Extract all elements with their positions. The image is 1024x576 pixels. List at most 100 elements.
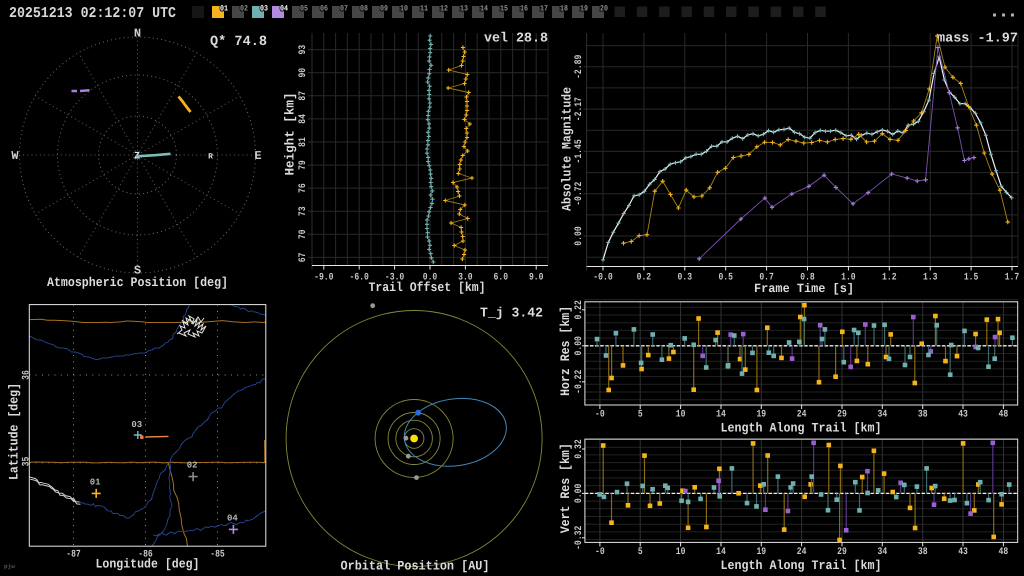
svg-text:90: 90 [298,68,309,78]
svg-text:mass -1.97: mass -1.97 [937,32,1018,47]
svg-text:02: 02 [240,5,248,14]
svg-text:0.8: 0.8 [800,273,815,284]
svg-text:6.0: 6.0 [494,273,509,284]
svg-text:0.7: 0.7 [759,273,774,284]
svg-text:19: 19 [756,410,766,421]
svg-text:-6.0: -6.0 [350,273,369,284]
svg-text:24: 24 [797,547,807,558]
svg-text:1.5: 1.5 [964,273,979,284]
svg-text:29: 29 [837,410,847,421]
svg-text:Q* 74.8: Q* 74.8 [210,34,267,50]
svg-text:43: 43 [958,410,968,421]
svg-text:01: 01 [220,5,228,14]
svg-text:19: 19 [580,5,588,14]
svg-text:Orbital Position [AU]: Orbital Position [AU] [341,559,490,574]
svg-text:01: 01 [90,477,101,487]
svg-text:24: 24 [797,410,807,421]
svg-text:17: 17 [540,5,548,14]
svg-text:1.3: 1.3 [923,273,938,284]
svg-text:5: 5 [638,410,643,421]
svg-text:14: 14 [716,410,726,421]
svg-text:34: 34 [878,547,888,558]
svg-text:14: 14 [480,5,488,14]
svg-text:R: R [208,153,213,162]
svg-text:20: 20 [600,5,608,14]
svg-text:10: 10 [400,5,408,14]
svg-text:35: 35 [22,457,33,467]
svg-text:-1.45: -1.45 [574,139,585,163]
svg-text:Length Along Trail [km]: Length Along Trail [km] [721,421,882,436]
svg-text:36: 36 [22,370,33,380]
svg-text:1.7: 1.7 [1005,273,1020,284]
svg-text:-0.22: -0.22 [574,370,585,394]
svg-text:20251213 02:12:07 UTC: 20251213 02:12:07 UTC [9,5,176,22]
svg-text:-0.32: -0.32 [574,526,585,550]
svg-text:Height [km]: Height [km] [283,93,298,176]
svg-text:1.0: 1.0 [841,273,856,284]
svg-text:48: 48 [999,410,1009,421]
svg-text:-0.0: -0.0 [593,273,612,284]
svg-text:-3.0: -3.0 [385,273,404,284]
svg-text:1.2: 1.2 [882,273,897,284]
svg-text:3.0: 3.0 [458,273,473,284]
svg-text:16: 16 [520,5,528,14]
svg-text:08: 08 [360,5,368,14]
svg-text:84: 84 [298,114,309,124]
svg-text:03: 03 [260,5,268,14]
svg-text:09: 09 [380,5,388,14]
svg-text:Vert Res [km]: Vert Res [km] [558,443,573,533]
svg-text:87: 87 [298,91,309,101]
svg-text:34: 34 [878,410,888,421]
svg-text:Length Along Trail [km]: Length Along Trail [km] [721,558,882,573]
svg-text:14: 14 [716,547,726,558]
svg-text:-0.72: -0.72 [574,182,585,206]
svg-text:0.00: 0.00 [574,226,585,245]
svg-text:81: 81 [298,137,309,147]
svg-text:-87: -87 [66,550,81,561]
svg-text:43: 43 [958,547,968,558]
svg-text:-9.0: -9.0 [314,273,333,284]
svg-text:-85: -85 [210,550,225,561]
svg-text:06: 06 [320,5,328,14]
svg-text:03: 03 [131,420,142,430]
svg-text:T_j 3.42: T_j 3.42 [480,307,543,322]
svg-text:0.5: 0.5 [718,273,733,284]
svg-text:0.0: 0.0 [423,273,438,284]
svg-text:05: 05 [300,5,308,14]
svg-text:67: 67 [298,253,309,263]
svg-text:-2.89: -2.89 [574,55,585,79]
svg-text:-2.17: -2.17 [574,97,585,121]
svg-text:29: 29 [837,547,847,558]
svg-text:0.22: 0.22 [574,300,585,319]
svg-text:E: E [254,149,261,163]
svg-text:48: 48 [999,547,1009,558]
svg-text:Trail Offset [km]: Trail Offset [km] [369,280,486,295]
svg-text:-0: -0 [595,410,605,421]
svg-text:38: 38 [918,547,928,558]
svg-text:07: 07 [340,5,348,14]
svg-text:0.3: 0.3 [678,273,693,284]
svg-text:10: 10 [676,547,686,558]
svg-text:Frame Time [s]: Frame Time [s] [754,282,854,296]
svg-text:S: S [134,264,141,278]
svg-text:Absolute Magnitude: Absolute Magnitude [560,87,575,211]
svg-text:5: 5 [638,547,643,558]
svg-text:11: 11 [420,5,428,14]
svg-text:Horz Res [km]: Horz Res [km] [558,306,573,396]
svg-text:12: 12 [440,5,448,14]
svg-text:04: 04 [227,513,238,523]
svg-text:N: N [134,27,141,41]
svg-text:15: 15 [500,5,508,14]
svg-text:-0: -0 [595,547,605,558]
svg-text:W: W [11,149,19,163]
svg-text:10: 10 [676,410,686,421]
svg-text:-86: -86 [138,550,153,561]
svg-text:13: 13 [460,5,468,14]
svg-text:0.32: 0.32 [574,439,585,458]
svg-text:76: 76 [298,183,309,193]
svg-text:02: 02 [187,461,198,471]
svg-text:73: 73 [298,206,309,216]
svg-text:Longitude [deg]: Longitude [deg] [96,557,200,572]
svg-text:18: 18 [560,5,568,14]
svg-text:04: 04 [280,5,288,14]
